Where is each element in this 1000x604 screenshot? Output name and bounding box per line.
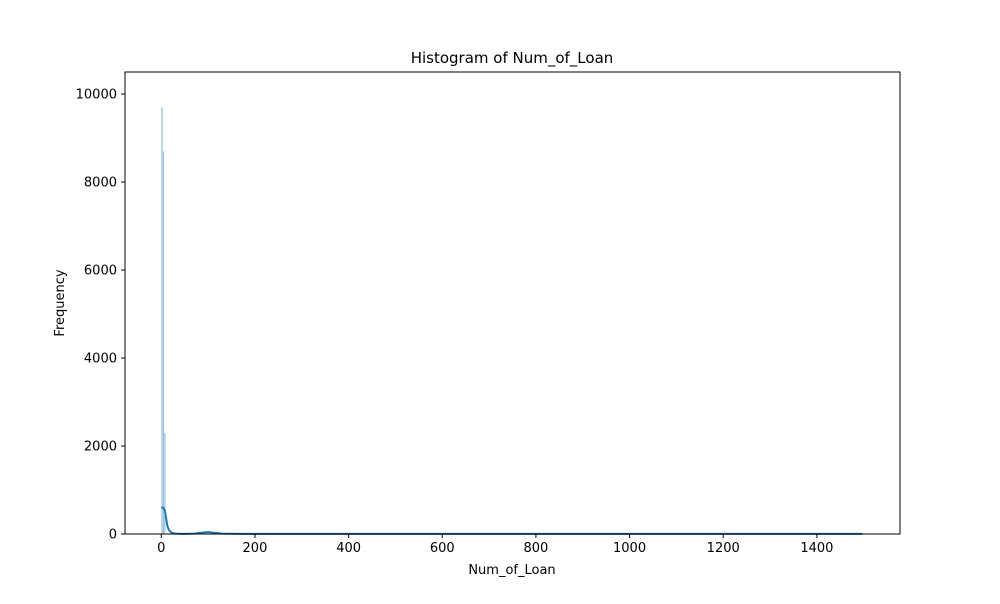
y-axis-label: Frequency (53, 269, 68, 336)
x-tick-label-1400: 1400 (800, 541, 833, 556)
y-tick-label-8000: 8000 (84, 176, 117, 191)
y-tick-label-2000: 2000 (84, 440, 117, 455)
x-tick-label-0: 0 (157, 541, 165, 556)
histogram-bar-0 (161, 107, 162, 534)
x-tick-label-600: 600 (430, 541, 455, 556)
y-tick-label-4000: 4000 (84, 352, 117, 367)
y-tick-label-0: 0 (109, 528, 117, 543)
x-tick-label-1000: 1000 (613, 541, 646, 556)
chart-title: Histogram of Num_of_Loan (411, 49, 614, 68)
histogram-bar-1 (163, 151, 164, 534)
x-tick-label-200: 200 (243, 541, 268, 556)
y-tick-label-10000: 10000 (76, 88, 117, 103)
y-tick-label-6000: 6000 (84, 264, 117, 279)
x-axis-label: Num_of_Loan (468, 563, 555, 578)
x-tick-label-400: 400 (336, 541, 361, 556)
x-tick-label-800: 800 (523, 541, 548, 556)
x-tick-label-1200: 1200 (707, 541, 740, 556)
